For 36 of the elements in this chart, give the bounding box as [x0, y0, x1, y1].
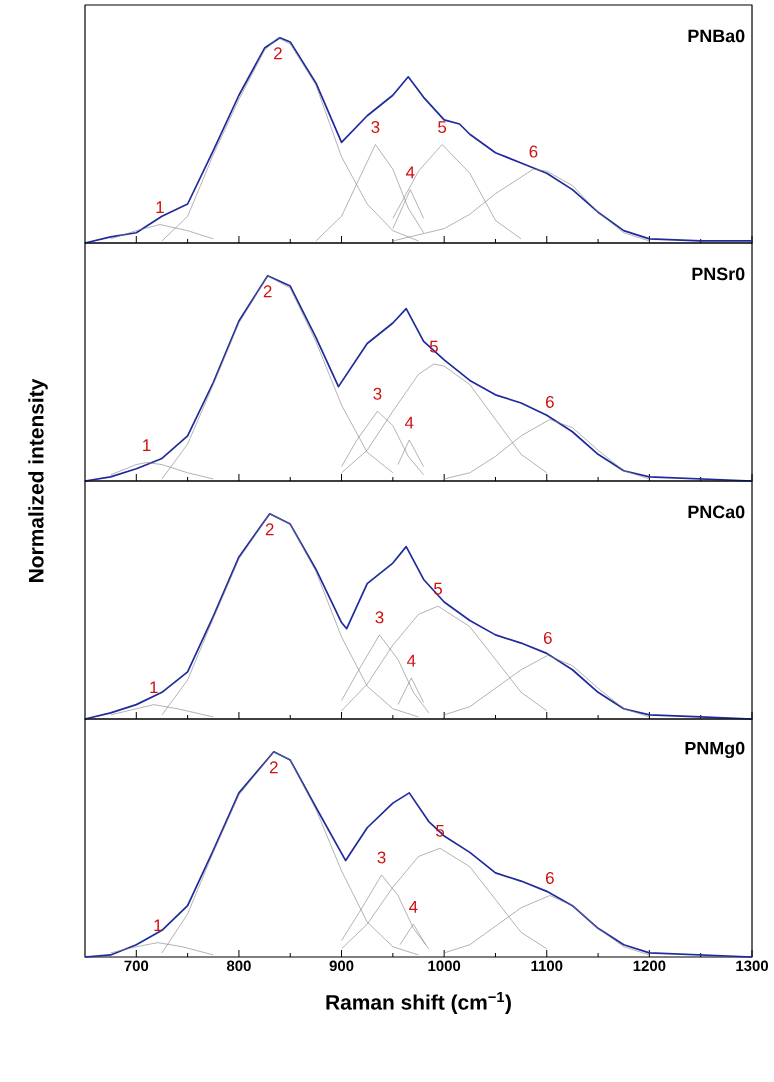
annotation: 3 [375, 611, 384, 624]
annotation: 3 [373, 387, 382, 400]
annotation: 5 [433, 582, 442, 595]
annotation: 6 [546, 395, 554, 408]
chart-title: PNCa0 [688, 505, 745, 519]
x-tick-label: 800 [226, 960, 251, 972]
annotation: 4 [409, 901, 418, 913]
annotation: 1 [150, 681, 158, 694]
annotation: 6 [543, 631, 552, 644]
annotation: 4 [405, 166, 415, 179]
annotation: 6 [546, 871, 554, 884]
chart-title: PNBa0 [688, 29, 745, 43]
annotation: 2 [263, 285, 272, 298]
annotation: 2 [274, 47, 282, 60]
x-tick-label: 700 [124, 960, 149, 972]
annotation: 5 [429, 340, 438, 353]
annotation: 1 [143, 439, 151, 452]
x-tick-label: 1300 [736, 960, 768, 972]
x-tick-label: 1000 [428, 960, 461, 972]
annotation: 2 [269, 761, 278, 774]
annotation: 6 [529, 145, 538, 158]
annotation: 2 [265, 523, 274, 536]
annotation: 3 [371, 120, 380, 133]
annotation: 1 [156, 201, 164, 213]
annotation: 5 [438, 121, 447, 133]
annotation: 1 [154, 919, 162, 932]
x-axis-title: Raman shift (cm$^{−1}$) [326, 991, 511, 1014]
x-tick-label: 900 [329, 960, 354, 972]
annotation: 4 [407, 654, 416, 667]
y-axis-title: Normalized intensity [28, 378, 48, 582]
annotation: 3 [377, 851, 386, 864]
x-tick-label: 1100 [531, 960, 563, 972]
chart-title: PNSr0 [692, 267, 745, 281]
x-tick-label: 1200 [633, 960, 666, 972]
annotation: 4 [404, 416, 414, 429]
chart-title: PNMg0 [685, 741, 745, 759]
